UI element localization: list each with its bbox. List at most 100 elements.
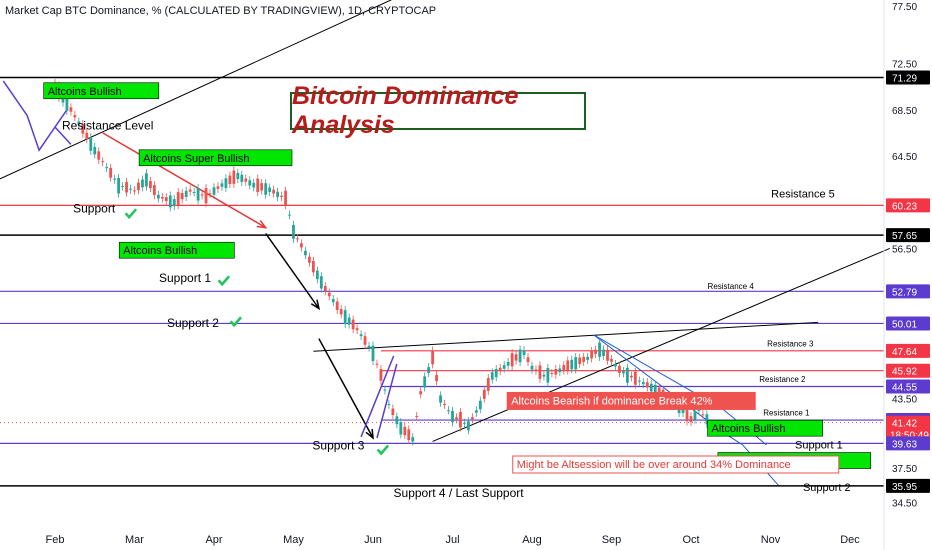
x-tick-label: Feb (46, 534, 65, 546)
level-label: Support 2 (167, 316, 219, 330)
candle-body (443, 403, 446, 405)
candle-body (490, 372, 494, 380)
warning-label: Altcoins Bearish if dominance Break 42% (511, 395, 712, 407)
candle-body (689, 416, 693, 423)
candle-body (121, 186, 124, 188)
candle-body (590, 351, 594, 359)
price-tag-label: 50.01 (892, 319, 917, 330)
candle-body (498, 367, 502, 372)
price-tag (886, 198, 930, 213)
candle-body (319, 276, 323, 289)
candle-body (455, 417, 458, 420)
candle-body (276, 191, 279, 198)
candle-body (359, 334, 363, 337)
price-tag (886, 228, 930, 243)
price-tag-label: 52.79 (892, 287, 917, 298)
candle-body (439, 395, 442, 403)
check-icon (229, 316, 243, 328)
trend-line (360, 355, 395, 438)
x-tick-label: Nov (761, 534, 781, 546)
x-tick-label: May (283, 534, 304, 546)
candle-body (594, 349, 597, 354)
candle-body (85, 132, 89, 140)
candle-body (133, 190, 136, 192)
level-label: Support 2 (803, 482, 851, 494)
trend-line (318, 338, 374, 439)
candle-body (240, 174, 244, 182)
candle-body (554, 368, 558, 375)
trend-line (432, 247, 890, 442)
candle-body (152, 185, 156, 196)
candle-body (514, 354, 518, 361)
x-tick-label: Oct (682, 534, 699, 546)
trend-line (2, 80, 72, 152)
candle-body (343, 310, 347, 325)
candle-body (248, 180, 252, 186)
symbol-title: Market Cap BTC Dominance, % (CALCULATED … (5, 5, 437, 17)
candle-body (387, 404, 391, 406)
candle-body (73, 115, 77, 118)
candle-body (192, 192, 196, 194)
bullish-badge (138, 149, 293, 167)
candle-body (542, 374, 546, 377)
candle-body (204, 187, 208, 204)
candle-body (97, 151, 101, 160)
warning-badge (506, 391, 756, 410)
candle-body (339, 309, 343, 315)
trend-line (54, 109, 68, 128)
candle-body (224, 178, 228, 188)
arrow-head (256, 219, 268, 229)
candle-body (685, 406, 689, 422)
candle-body (125, 181, 128, 193)
candle-body (176, 192, 180, 206)
candle-body (363, 336, 367, 345)
bullish-label: Altcoins Bullish (123, 245, 197, 257)
candle-body (220, 183, 224, 187)
price-tag-label: 35.95 (892, 482, 917, 493)
candle-body (701, 414, 705, 416)
candle-body (447, 410, 450, 412)
candle-body (77, 121, 81, 125)
candle-body (534, 369, 538, 371)
price-tag (886, 415, 930, 442)
warning-badge (512, 455, 840, 474)
trend-line (376, 363, 398, 439)
price-tag (886, 379, 930, 394)
price-tag (886, 363, 930, 378)
candle-body (81, 124, 85, 134)
level-label: Support 3 (312, 439, 364, 453)
y-tick-label: 72.50 (892, 60, 917, 71)
candle-body (578, 357, 582, 364)
level-label: Resistance 4 (708, 282, 755, 291)
candle-body (478, 400, 482, 410)
price-tag (886, 70, 930, 85)
candle-body (216, 186, 220, 189)
trend-line (313, 321, 819, 352)
price-tag (886, 316, 930, 331)
candle-body (546, 367, 550, 383)
candle-body (180, 192, 184, 200)
candle-body (311, 260, 315, 273)
candle-body (89, 137, 93, 151)
candle-body (538, 365, 542, 379)
candle-body (315, 270, 319, 280)
y-tick-label: 34.50 (892, 499, 917, 510)
candle-body (562, 365, 566, 371)
candle-body (351, 319, 355, 330)
candle-body (467, 421, 470, 431)
candle-body (633, 371, 637, 385)
trend-line (265, 232, 320, 309)
candle-body (470, 417, 474, 420)
candle-body (423, 376, 427, 388)
candle-body (645, 382, 649, 388)
price-axis: 77.50 72.50 68.50 64.50 56.50 43.50 37.50 34.50… (883, 0, 930, 550)
candle-body (510, 353, 514, 367)
candle-body (296, 238, 299, 240)
candle-body (506, 361, 510, 366)
candle-body (570, 359, 574, 370)
candle-body (637, 380, 641, 382)
candle-body (574, 357, 578, 370)
candle-body (522, 350, 526, 356)
candle-body (558, 368, 562, 373)
level-label: Resistance 2 (759, 375, 806, 384)
